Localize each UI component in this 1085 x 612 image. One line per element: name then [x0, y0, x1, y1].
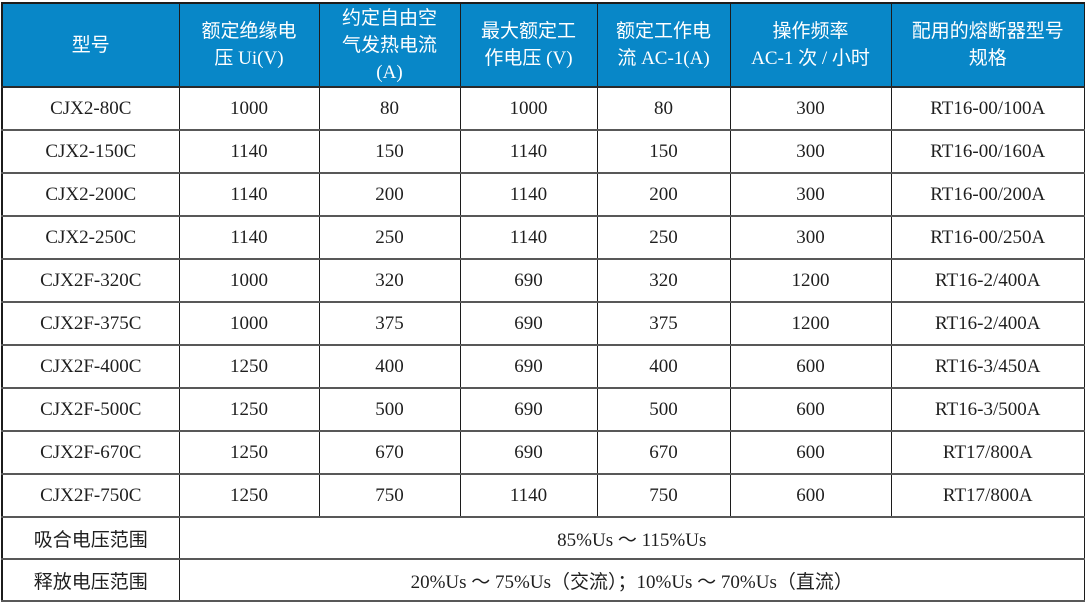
cell-operating-frequency: 300 — [729, 129, 892, 174]
footer-label-release-voltage: 释放电压范围 — [1, 558, 180, 602]
cell-rated-insulation-voltage: 1250 — [178, 430, 320, 475]
cell-conventional-thermal-current: 150 — [318, 129, 461, 174]
cell-operating-frequency: 1200 — [729, 258, 892, 303]
cell-max-working-voltage: 690 — [459, 301, 598, 346]
cell-fuse-model: RT17/800A — [890, 430, 1085, 475]
table-row: CJX2-250C 1140 250 1140 250 300 RT16-00/… — [1, 215, 1085, 260]
cell-max-working-voltage: 690 — [459, 430, 598, 475]
cell-model: CJX2F-670C — [1, 430, 180, 475]
footer-label-pickup-voltage: 吸合电压范围 — [1, 516, 180, 560]
table-row: CJX2-200C 1140 200 1140 200 300 RT16-00/… — [1, 172, 1085, 217]
cell-rated-insulation-voltage: 1250 — [178, 473, 320, 518]
cell-fuse-model: RT16-00/200A — [890, 172, 1085, 217]
cell-model: CJX2F-320C — [1, 258, 180, 303]
table-body: CJX2-80C 1000 80 1000 80 300 RT16-00/100… — [1, 86, 1085, 602]
footer-value-release-voltage: 20%Us ～ 75%Us（交流）；10%Us ～ 70%Us（直流） — [178, 558, 1085, 602]
cell-operating-frequency: 600 — [729, 430, 892, 475]
cell-operating-frequency: 600 — [729, 344, 892, 389]
cell-rated-working-current: 150 — [596, 129, 731, 174]
col-header-fuse-model: 配用的熔断器型号 规格 — [890, 3, 1085, 88]
cell-rated-insulation-voltage: 1250 — [178, 387, 320, 432]
cell-operating-frequency: 300 — [729, 215, 892, 260]
footer-value-pickup-voltage: 85%Us ～ 115%Us — [178, 516, 1085, 560]
cell-fuse-model: RT16-00/160A — [890, 129, 1085, 174]
cell-conventional-thermal-current: 80 — [318, 86, 461, 131]
table-row: CJX2-150C 1140 150 1140 150 300 RT16-00/… — [1, 129, 1085, 174]
table-row: CJX2-80C 1000 80 1000 80 300 RT16-00/100… — [1, 86, 1085, 131]
cell-rated-working-current: 670 — [596, 430, 731, 475]
cell-rated-working-current: 200 — [596, 172, 731, 217]
cell-rated-insulation-voltage: 1140 — [178, 129, 320, 174]
table-header: 型号 额定绝缘电 压 Ui(V) 约定自由空 气发热电流 (A) 最大额定工 作… — [1, 3, 1085, 88]
cell-rated-insulation-voltage: 1140 — [178, 215, 320, 260]
cell-model: CJX2F-750C — [1, 473, 180, 518]
cell-model: CJX2-250C — [1, 215, 180, 260]
cell-model: CJX2F-400C — [1, 344, 180, 389]
cell-rated-insulation-voltage: 1000 — [178, 258, 320, 303]
cell-rated-working-current: 250 — [596, 215, 731, 260]
col-header-rated-working-current: 额定工作电 流 AC-1(A) — [596, 3, 731, 88]
cell-rated-working-current: 500 — [596, 387, 731, 432]
cell-rated-insulation-voltage: 1140 — [178, 172, 320, 217]
cell-model: CJX2-150C — [1, 129, 180, 174]
cell-operating-frequency: 300 — [729, 172, 892, 217]
cell-rated-working-current: 750 — [596, 473, 731, 518]
cell-conventional-thermal-current: 400 — [318, 344, 461, 389]
col-header-max-working-voltage: 最大额定工 作电压 (V) — [459, 3, 598, 88]
cell-model: CJX2-80C — [1, 86, 180, 131]
header-row: 型号 额定绝缘电 压 Ui(V) 约定自由空 气发热电流 (A) 最大额定工 作… — [1, 3, 1085, 88]
cell-rated-insulation-voltage: 1000 — [178, 301, 320, 346]
cell-max-working-voltage: 690 — [459, 258, 598, 303]
cell-model: CJX2F-500C — [1, 387, 180, 432]
cell-max-working-voltage: 1140 — [459, 172, 598, 217]
cell-rated-insulation-voltage: 1000 — [178, 86, 320, 131]
table-row: CJX2F-500C 1250 500 690 500 600 RT16-3/5… — [1, 387, 1085, 432]
table-row: CJX2F-670C 1250 670 690 670 600 RT17/800… — [1, 430, 1085, 475]
cell-operating-frequency: 1200 — [729, 301, 892, 346]
cell-fuse-model: RT16-2/400A — [890, 301, 1085, 346]
cell-rated-working-current: 80 — [596, 86, 731, 131]
cell-model: CJX2F-375C — [1, 301, 180, 346]
cell-operating-frequency: 600 — [729, 473, 892, 518]
table-row: CJX2F-400C 1250 400 690 400 600 RT16-3/4… — [1, 344, 1085, 389]
cell-fuse-model: RT16-00/100A — [890, 86, 1085, 131]
table-row: CJX2F-320C 1000 320 690 320 1200 RT16-2/… — [1, 258, 1085, 303]
cell-conventional-thermal-current: 500 — [318, 387, 461, 432]
pickup-voltage-row: 吸合电压范围 85%Us ～ 115%Us — [1, 516, 1085, 560]
cell-fuse-model: RT16-00/250A — [890, 215, 1085, 260]
cell-fuse-model: RT17/800A — [890, 473, 1085, 518]
cell-conventional-thermal-current: 200 — [318, 172, 461, 217]
cell-max-working-voltage: 1140 — [459, 215, 598, 260]
cell-rated-working-current: 320 — [596, 258, 731, 303]
cell-conventional-thermal-current: 375 — [318, 301, 461, 346]
cell-conventional-thermal-current: 750 — [318, 473, 461, 518]
col-header-conventional-thermal-current: 约定自由空 气发热电流 (A) — [318, 3, 461, 88]
contactor-spec-table: 型号 额定绝缘电 压 Ui(V) 约定自由空 气发热电流 (A) 最大额定工 作… — [1, 2, 1085, 602]
col-header-model: 型号 — [1, 3, 180, 88]
cell-model: CJX2-200C — [1, 172, 180, 217]
table-row: CJX2F-375C 1000 375 690 375 1200 RT16-2/… — [1, 301, 1085, 346]
release-voltage-row: 释放电压范围 20%Us ～ 75%Us（交流）；10%Us ～ 70%Us（直… — [1, 558, 1085, 602]
cell-max-working-voltage: 690 — [459, 387, 598, 432]
cell-conventional-thermal-current: 320 — [318, 258, 461, 303]
cell-fuse-model: RT16-3/450A — [890, 344, 1085, 389]
cell-conventional-thermal-current: 250 — [318, 215, 461, 260]
cell-fuse-model: RT16-2/400A — [890, 258, 1085, 303]
cell-rated-working-current: 375 — [596, 301, 731, 346]
cell-rated-insulation-voltage: 1250 — [178, 344, 320, 389]
table-row: CJX2F-750C 1250 750 1140 750 600 RT17/80… — [1, 473, 1085, 518]
col-header-rated-insulation-voltage: 额定绝缘电 压 Ui(V) — [178, 3, 320, 88]
cell-max-working-voltage: 1000 — [459, 86, 598, 131]
cell-operating-frequency: 300 — [729, 86, 892, 131]
cell-rated-working-current: 400 — [596, 344, 731, 389]
cell-conventional-thermal-current: 670 — [318, 430, 461, 475]
cell-max-working-voltage: 690 — [459, 344, 598, 389]
cell-fuse-model: RT16-3/500A — [890, 387, 1085, 432]
col-header-operating-frequency: 操作频率 AC-1 次 / 小时 — [729, 3, 892, 88]
cell-max-working-voltage: 1140 — [459, 129, 598, 174]
cell-operating-frequency: 600 — [729, 387, 892, 432]
cell-max-working-voltage: 1140 — [459, 473, 598, 518]
